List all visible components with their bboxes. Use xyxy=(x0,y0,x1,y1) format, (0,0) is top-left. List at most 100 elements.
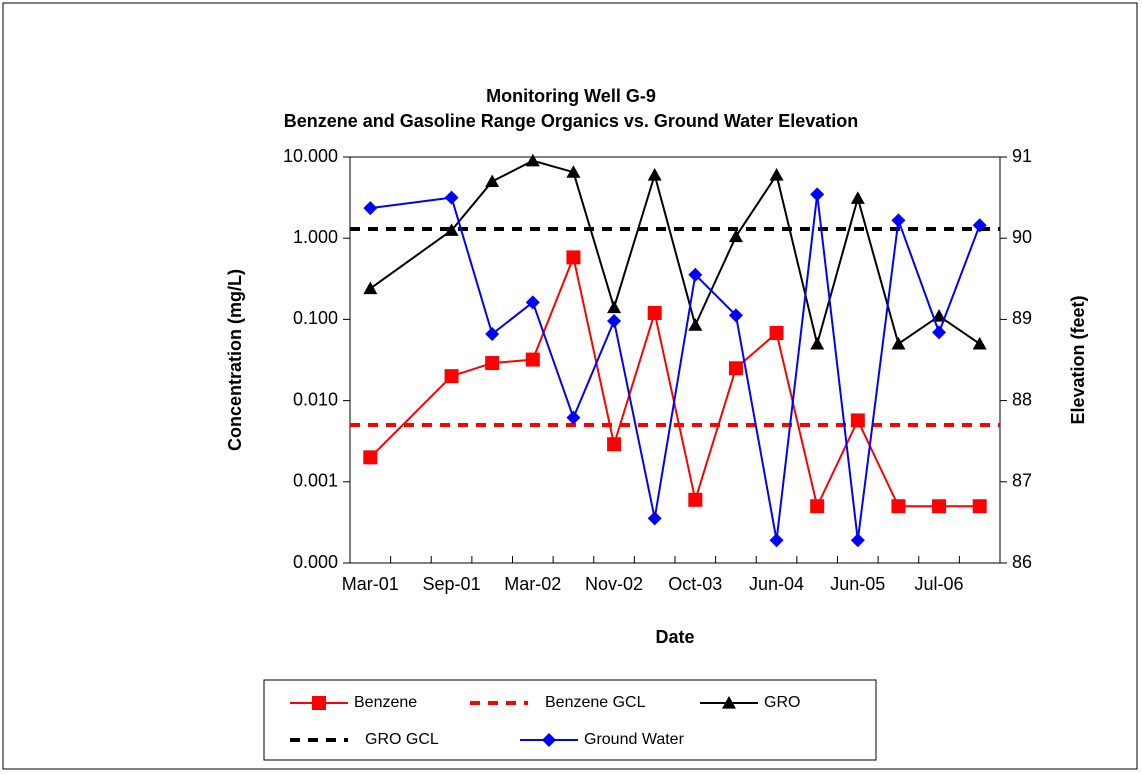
legend-label: GRO GCL xyxy=(365,731,439,748)
line-segment xyxy=(775,174,819,345)
line-segment xyxy=(694,236,737,326)
marker xyxy=(972,499,987,514)
x-tick-label: Oct-03 xyxy=(668,574,722,594)
line-segment xyxy=(531,257,575,360)
marker xyxy=(525,153,540,167)
legend-label: GRO xyxy=(764,694,800,711)
line-segment xyxy=(938,315,981,345)
line-segment xyxy=(653,312,697,501)
line-segment xyxy=(653,174,697,326)
marker xyxy=(688,267,703,282)
marker xyxy=(728,308,743,323)
y-tick-label: 0.100 xyxy=(293,308,338,328)
marker xyxy=(769,533,784,548)
marker xyxy=(728,361,743,376)
y2-tick-label: 91 xyxy=(1012,146,1032,166)
line-segment xyxy=(734,315,778,541)
line-segment xyxy=(775,194,819,541)
line-segment xyxy=(816,419,859,507)
legend-marker xyxy=(542,733,556,747)
line-segment xyxy=(856,198,900,345)
marker xyxy=(688,492,703,507)
marker xyxy=(932,309,947,322)
y2-tick-label: 89 xyxy=(1012,308,1032,328)
marker xyxy=(444,223,459,236)
y2-tick-label: 90 xyxy=(1012,227,1032,247)
line-segment xyxy=(694,274,737,317)
line-segment xyxy=(532,159,574,174)
marker xyxy=(566,165,581,178)
line-segment xyxy=(694,367,737,501)
legend-marker xyxy=(722,696,736,709)
y-tick-label: 10.000 xyxy=(283,146,338,166)
y-tick-label: 1.000 xyxy=(293,227,338,247)
line-segment xyxy=(531,302,575,418)
marker xyxy=(810,336,825,350)
x-tick-label: Mar-02 xyxy=(504,574,561,594)
y2-tick-label: 86 xyxy=(1012,552,1032,572)
legend-label: Benzene GCL xyxy=(545,694,646,711)
marker xyxy=(850,191,865,204)
x-tick-label: Mar-01 xyxy=(342,574,399,594)
marker xyxy=(769,168,784,181)
marker xyxy=(607,300,622,314)
marker xyxy=(566,250,581,265)
y-tick-label: 0.001 xyxy=(293,471,338,491)
line-segment xyxy=(897,315,940,345)
marker xyxy=(607,314,622,329)
marker xyxy=(972,218,987,233)
marker xyxy=(932,499,947,514)
x-tick-label: Nov-02 xyxy=(585,574,643,594)
marker xyxy=(363,450,378,465)
line-segment xyxy=(369,375,453,459)
line-segment xyxy=(653,274,697,519)
y-axis-label: Concentration (mg/L) xyxy=(225,269,245,451)
marker xyxy=(810,499,825,514)
y2-tick-label: 87 xyxy=(1012,471,1032,491)
line-segment xyxy=(856,220,900,541)
marker xyxy=(363,201,378,216)
line-segment xyxy=(491,159,534,183)
marker xyxy=(525,352,540,367)
y-tick-label: 0.000 xyxy=(293,552,338,572)
line-segment xyxy=(450,197,494,335)
legend-label: Benzene xyxy=(354,694,417,711)
line-segment xyxy=(491,301,534,335)
marker xyxy=(647,511,662,526)
line-segment xyxy=(735,174,778,238)
marker xyxy=(485,174,500,188)
line-segment xyxy=(369,229,453,290)
line-segment xyxy=(613,320,656,519)
y2-axis-label: Elevation (feet) xyxy=(1068,295,1088,424)
marker xyxy=(769,326,784,341)
line-segment xyxy=(816,194,859,541)
legend-marker xyxy=(312,696,326,710)
marker xyxy=(607,437,622,452)
legend-label: Ground Water xyxy=(584,731,685,748)
marker xyxy=(891,499,906,514)
marker xyxy=(688,318,703,331)
marker xyxy=(728,229,743,243)
y2-tick-label: 88 xyxy=(1012,389,1032,409)
marker xyxy=(932,325,947,340)
marker xyxy=(810,187,825,202)
chart-subtitle: Benzene and Gasoline Range Organics vs. … xyxy=(284,111,858,131)
line-segment xyxy=(613,312,656,445)
line-segment xyxy=(816,198,859,345)
marker xyxy=(485,327,500,342)
line-segment xyxy=(613,174,656,308)
x-tick-label: Jun-04 xyxy=(749,574,804,594)
x-tick-label: Sep-01 xyxy=(423,574,481,594)
marker xyxy=(444,190,459,205)
marker xyxy=(444,369,459,384)
marker xyxy=(566,410,581,425)
line-segment xyxy=(938,224,981,333)
marker xyxy=(647,168,662,181)
marker xyxy=(363,281,378,295)
line-segment xyxy=(856,419,900,507)
chart-title: Monitoring Well G-9 xyxy=(486,86,656,106)
legend xyxy=(263,679,877,761)
x-tick-label: Jun-05 xyxy=(830,574,885,594)
